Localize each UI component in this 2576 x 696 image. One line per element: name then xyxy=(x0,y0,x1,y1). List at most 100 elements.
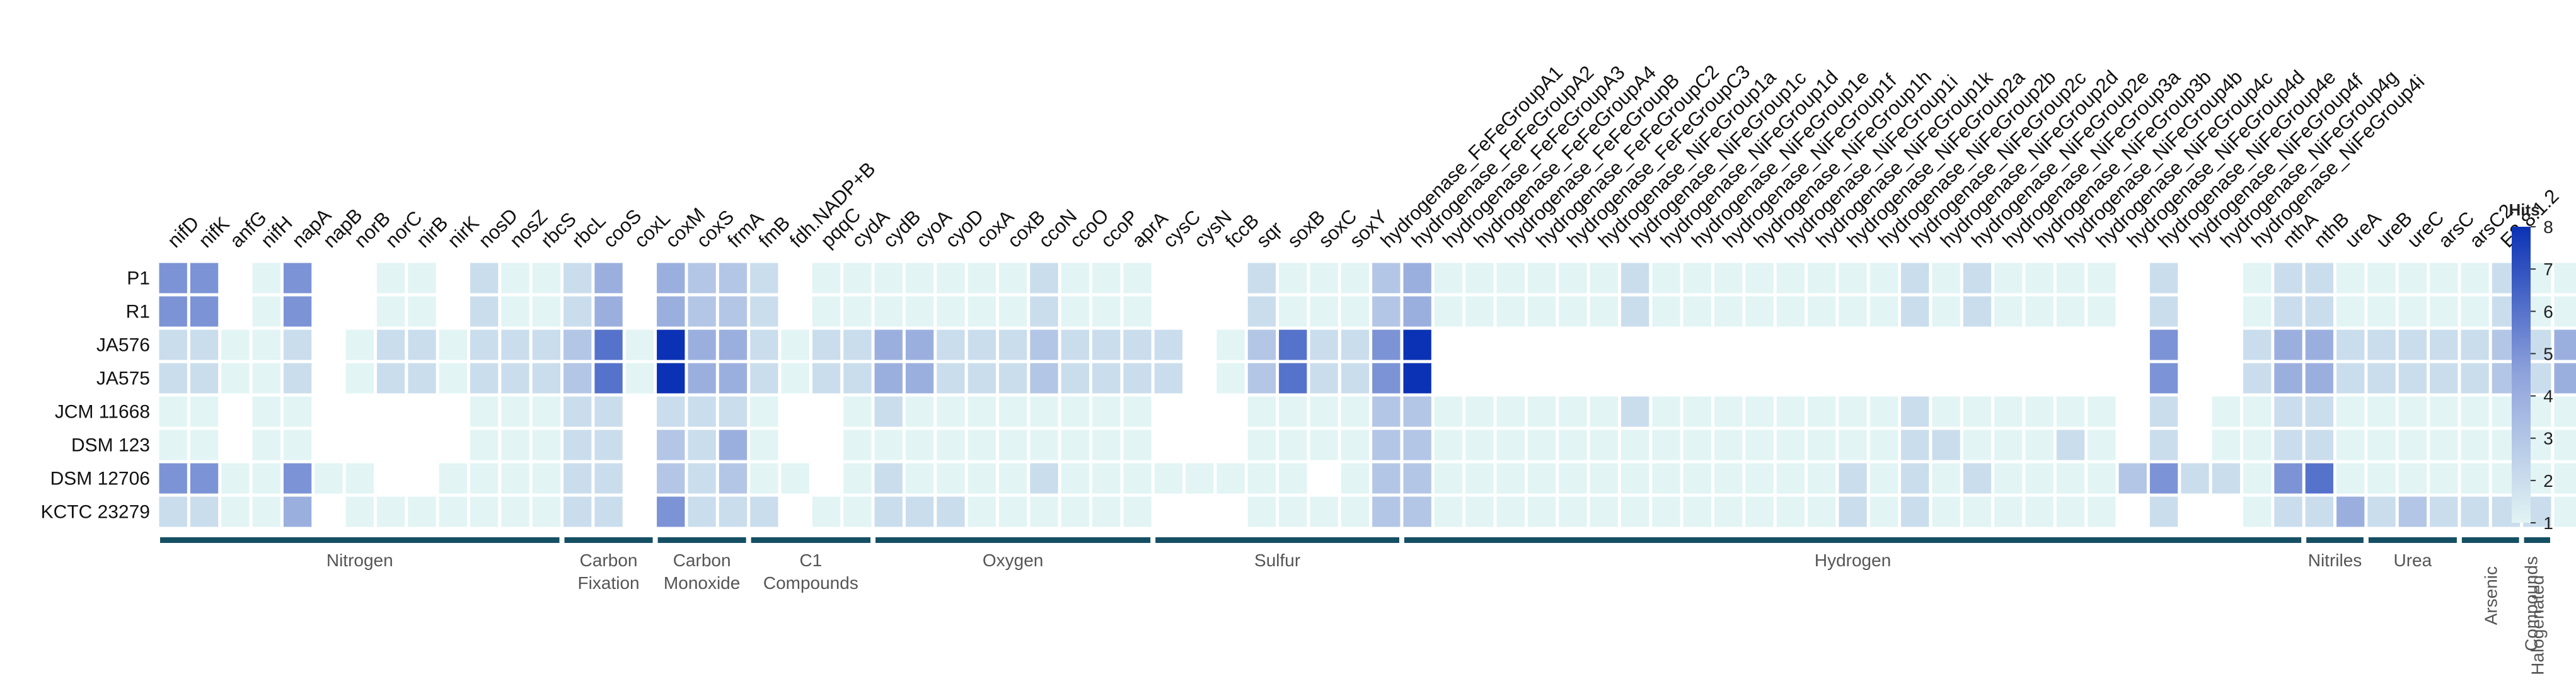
heatmap-cell xyxy=(2399,497,2427,527)
heatmap-cell xyxy=(1341,363,1369,394)
heatmap-cell xyxy=(1186,464,1213,494)
heatmap-cell xyxy=(999,464,1027,494)
heatmap-cell xyxy=(346,297,374,327)
heatmap-cell xyxy=(1279,363,1307,394)
heatmap-cell xyxy=(2367,297,2395,327)
heatmap-cell xyxy=(875,263,903,294)
column-label: nifK xyxy=(194,212,234,252)
heatmap-cell xyxy=(1155,263,1182,294)
group-bar xyxy=(160,537,560,543)
heatmap-cell xyxy=(1155,464,1182,494)
heatmap-cell xyxy=(2150,497,2178,527)
heatmap-cell xyxy=(470,363,498,394)
heatmap-cell xyxy=(1186,297,1213,327)
heatmap-cell xyxy=(2026,397,2053,427)
heatmap-cell xyxy=(688,397,715,427)
heatmap-cell xyxy=(1061,464,1089,494)
heatmap-cell xyxy=(1621,464,1649,494)
heatmap-cell xyxy=(1714,397,1742,427)
heatmap-cell xyxy=(470,263,498,294)
heatmap-cell xyxy=(1092,497,1120,527)
heatmap-cell xyxy=(906,497,933,527)
heatmap-cell xyxy=(1030,464,1058,494)
heatmap-cell xyxy=(594,263,622,294)
heatmap-cell xyxy=(2243,397,2271,427)
group-label: HalogenatedCompounds xyxy=(2521,556,2547,675)
heatmap-cell xyxy=(1777,263,1805,294)
heatmap-cell xyxy=(2430,330,2458,360)
heatmap-cell xyxy=(750,497,778,527)
heatmap-cell xyxy=(533,330,560,360)
heatmap-cell xyxy=(439,397,467,427)
heatmap-cell xyxy=(563,464,591,494)
heatmap-cell xyxy=(2057,363,2084,394)
heatmap-cell xyxy=(1714,330,1742,360)
heatmap-cell xyxy=(1465,430,1493,460)
heatmap-cell xyxy=(1216,363,1244,394)
heatmap-cell xyxy=(999,363,1027,394)
heatmap-cell xyxy=(253,330,280,360)
heatmap-cell xyxy=(1279,430,1307,460)
heatmap-cell xyxy=(1404,297,1431,327)
heatmap-cell xyxy=(470,397,498,427)
heatmap-cell xyxy=(1061,497,1089,527)
heatmap-cell xyxy=(346,330,374,360)
heatmap-cell xyxy=(315,263,342,294)
heatmap-cell xyxy=(501,497,529,527)
heatmap-cell xyxy=(1092,330,1120,360)
heatmap-cell xyxy=(2367,363,2395,394)
heatmap-cell xyxy=(1310,330,1337,360)
heatmap-cell xyxy=(968,297,996,327)
heatmap-cell xyxy=(2212,330,2240,360)
heatmap-cell xyxy=(346,363,374,394)
heatmap-cell xyxy=(501,464,529,494)
heatmap-cell xyxy=(688,297,715,327)
heatmap-cell xyxy=(2430,363,2458,394)
heatmap-cell xyxy=(688,330,715,360)
heatmap-cell xyxy=(812,330,840,360)
heatmap-cell xyxy=(1684,497,1711,527)
heatmap-cell xyxy=(563,263,591,294)
heatmap-cell xyxy=(1497,297,1525,327)
heatmap-cell xyxy=(2057,330,2084,360)
heatmap-cell xyxy=(1559,297,1586,327)
heatmap-cell xyxy=(221,263,249,294)
heatmap-cell xyxy=(2399,430,2427,460)
colorbar-title: Hits xyxy=(2509,200,2539,219)
heatmap-cell xyxy=(1714,263,1742,294)
heatmap-cell xyxy=(812,263,840,294)
heatmap-cell xyxy=(719,263,747,294)
heatmap-cell xyxy=(1714,363,1742,394)
heatmap-cell xyxy=(1310,297,1337,327)
heatmap-cell xyxy=(843,430,871,460)
heatmap-cell xyxy=(284,297,311,327)
heatmap-cell xyxy=(1248,297,1276,327)
heatmap-cell xyxy=(2430,430,2458,460)
heatmap-cell xyxy=(2088,497,2115,527)
heatmap-cell xyxy=(2212,430,2240,460)
heatmap-cell xyxy=(1248,263,1276,294)
heatmap-cell xyxy=(533,363,560,394)
heatmap-cell xyxy=(377,497,405,527)
heatmap-cell xyxy=(1372,397,1400,427)
heatmap-cell xyxy=(221,297,249,327)
heatmap-cell xyxy=(1310,430,1337,460)
heatmap-cell xyxy=(657,464,684,494)
heatmap-cell xyxy=(2461,497,2488,527)
heatmap-cell xyxy=(1994,430,2022,460)
heatmap-cell xyxy=(221,397,249,427)
heatmap-cell xyxy=(1932,297,1960,327)
heatmap-cell xyxy=(2088,397,2115,427)
heatmap-cell xyxy=(1745,464,1773,494)
heatmap-cell xyxy=(1248,430,1276,460)
heatmap-cell xyxy=(1372,330,1400,360)
heatmap-cell xyxy=(812,497,840,527)
heatmap-cell xyxy=(1652,430,1680,460)
heatmap-cell xyxy=(1652,464,1680,494)
heatmap-cell xyxy=(2057,263,2084,294)
heatmap-cell xyxy=(1808,263,1835,294)
heatmap-cell xyxy=(2306,497,2333,527)
colorbar-tick-label: 7 xyxy=(2543,260,2553,279)
heatmap-cell xyxy=(221,363,249,394)
heatmap-cell xyxy=(2306,464,2333,494)
